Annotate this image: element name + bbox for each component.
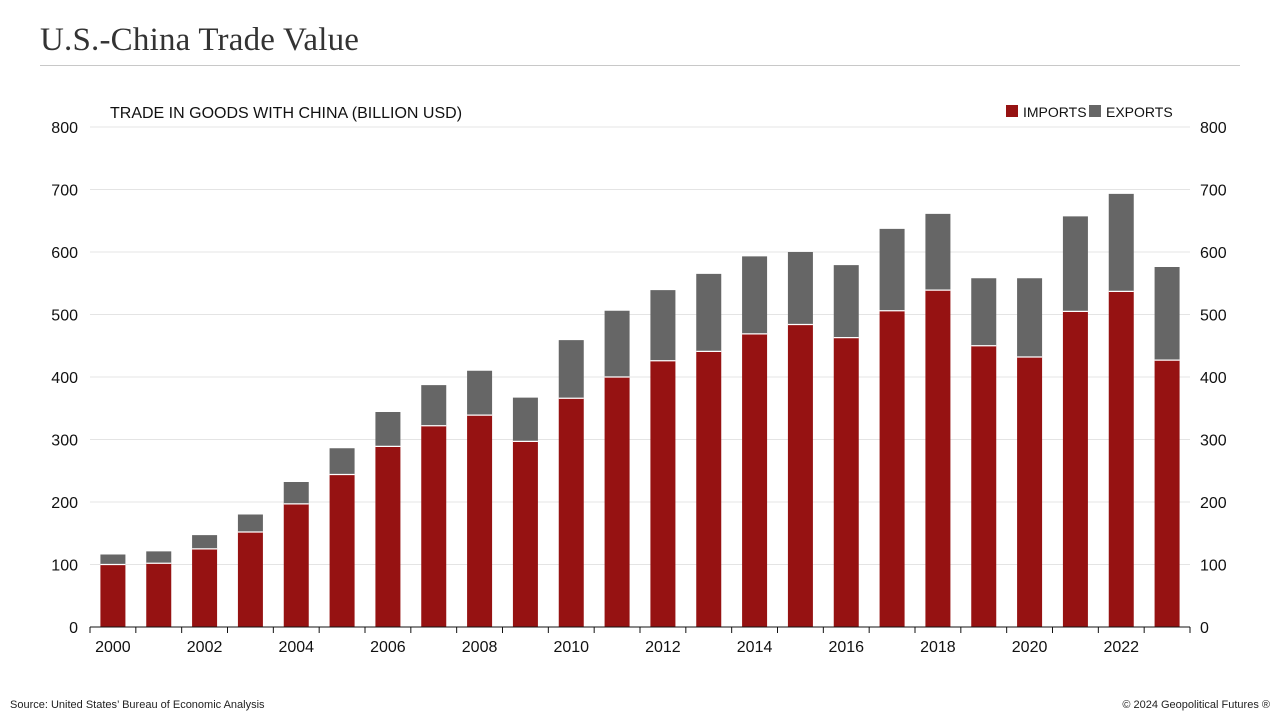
bar-exports-2008: [467, 370, 493, 416]
bar-exports-2005: [329, 448, 355, 475]
bar-exports-2021: [1062, 216, 1088, 312]
bar-imports-2009: [512, 441, 538, 627]
bar-exports-2020: [1017, 278, 1043, 357]
bar-exports-2010: [558, 340, 584, 399]
bar-exports-2014: [742, 256, 768, 334]
bar-imports-2018: [925, 290, 951, 627]
bar-exports-2019: [971, 278, 997, 346]
bar-exports-2011: [604, 310, 630, 377]
bar-imports-2015: [787, 324, 813, 627]
x-tick-label: 2016: [828, 639, 864, 656]
x-tick-label: 2020: [1012, 639, 1048, 656]
bar-imports-2020: [1017, 357, 1043, 627]
bar-imports-2016: [833, 337, 859, 627]
x-tick-label: 2012: [645, 639, 681, 656]
x-tick-label: 2014: [737, 639, 773, 656]
bar-exports-2003: [237, 514, 263, 532]
bar-exports-2016: [833, 265, 859, 338]
bar-imports-2003: [237, 532, 263, 627]
trade-chart: 0 0 100 100 200 200 300 300 400 400 500 500 600 600 70…: [51, 104, 1227, 656]
bar-imports-2023: [1154, 360, 1180, 627]
bar-imports-2021: [1062, 311, 1088, 627]
y-tick-label-right: 700: [1200, 183, 1227, 200]
y-tick-label-right: 600: [1200, 245, 1227, 262]
bar-exports-2023: [1154, 267, 1180, 361]
y-tick-label-left: 300: [51, 433, 78, 450]
bar-imports-2006: [375, 446, 401, 627]
bar-imports-2019: [971, 345, 997, 627]
legend-label-imports: IMPORTS: [1023, 104, 1087, 120]
bar-imports-2004: [283, 503, 309, 627]
x-tick-label: 2022: [1103, 639, 1139, 656]
y-tick-label-left: 600: [51, 245, 78, 262]
bar-exports-2022: [1108, 193, 1134, 292]
bar-exports-2004: [283, 482, 309, 504]
bar-imports-2001: [146, 563, 172, 627]
y-tick-label-left: 500: [51, 308, 78, 325]
title-divider: [40, 65, 1240, 66]
grid-lines: [90, 126, 1190, 565]
bar-imports-2012: [650, 360, 676, 627]
x-tick-label: 2018: [920, 639, 956, 656]
bar-exports-2001: [146, 551, 172, 564]
x-tick-label: 2010: [553, 639, 589, 656]
bar-imports-2007: [421, 425, 447, 627]
bar-imports-2005: [329, 474, 355, 627]
y-tick-label-left: 0: [69, 620, 78, 637]
chart-title: TRADE IN GOODS WITH CHINA (BILLION USD): [110, 105, 462, 122]
bar-exports-2017: [879, 228, 905, 311]
page-title: U.S.-China Trade Value: [40, 22, 360, 58]
y-tick-label-right: 200: [1200, 495, 1227, 512]
x-tick-label: 2002: [187, 639, 223, 656]
bar-exports-2002: [192, 535, 218, 549]
y-tick-label-right: 400: [1200, 370, 1227, 387]
y-tick-label-right: 500: [1200, 308, 1227, 325]
bar-exports-2015: [787, 252, 813, 325]
bar-imports-2013: [696, 351, 722, 627]
bar-exports-2000: [100, 554, 126, 565]
x-tick-label: 2008: [462, 639, 498, 656]
legend-label-exports: EXPORTS: [1106, 104, 1173, 120]
bar-imports-2011: [604, 377, 630, 627]
source-note: Source: United States’ Bureau of Economi…: [10, 699, 265, 711]
y-tick-label-left: 400: [51, 370, 78, 387]
bar-imports-2014: [742, 333, 768, 627]
y-tick-label-right: 300: [1200, 433, 1227, 450]
y-tick-label-right: 100: [1200, 558, 1227, 575]
x-tick-label: 2006: [370, 639, 406, 656]
y-tick-label-right: 800: [1200, 120, 1227, 137]
y-tick-label-left: 700: [51, 183, 78, 200]
bar-imports-2000: [100, 564, 126, 627]
bar-exports-2012: [650, 290, 676, 361]
y-tick-label-left: 200: [51, 495, 78, 512]
y-tick-label-left: 800: [51, 120, 78, 137]
bar-imports-2022: [1108, 291, 1134, 627]
bar-imports-2002: [192, 548, 218, 627]
y-tick-label-right: 0: [1200, 620, 1209, 637]
legend-swatch-exports: [1089, 105, 1101, 117]
legend: IMPORTS EXPORTS: [1006, 104, 1173, 120]
copyright-note: © 2024 Geopolitical Futures ®: [1122, 699, 1270, 711]
bars: [100, 193, 1180, 627]
x-tick-label: 2000: [95, 639, 131, 656]
bar-exports-2009: [512, 397, 538, 442]
legend-swatch-imports: [1006, 105, 1018, 117]
bar-imports-2010: [558, 398, 584, 627]
bar-exports-2006: [375, 412, 401, 447]
axes: 0 0 100 100 200 200 300 300 400 400 500 500 600 600 70…: [51, 120, 1227, 656]
bar-imports-2017: [879, 310, 905, 627]
x-tick-label: 2004: [278, 639, 314, 656]
bar-exports-2018: [925, 213, 951, 291]
y-tick-label-left: 100: [51, 558, 78, 575]
bar-exports-2007: [421, 385, 447, 426]
bar-exports-2013: [696, 273, 722, 352]
bar-imports-2008: [467, 415, 493, 627]
